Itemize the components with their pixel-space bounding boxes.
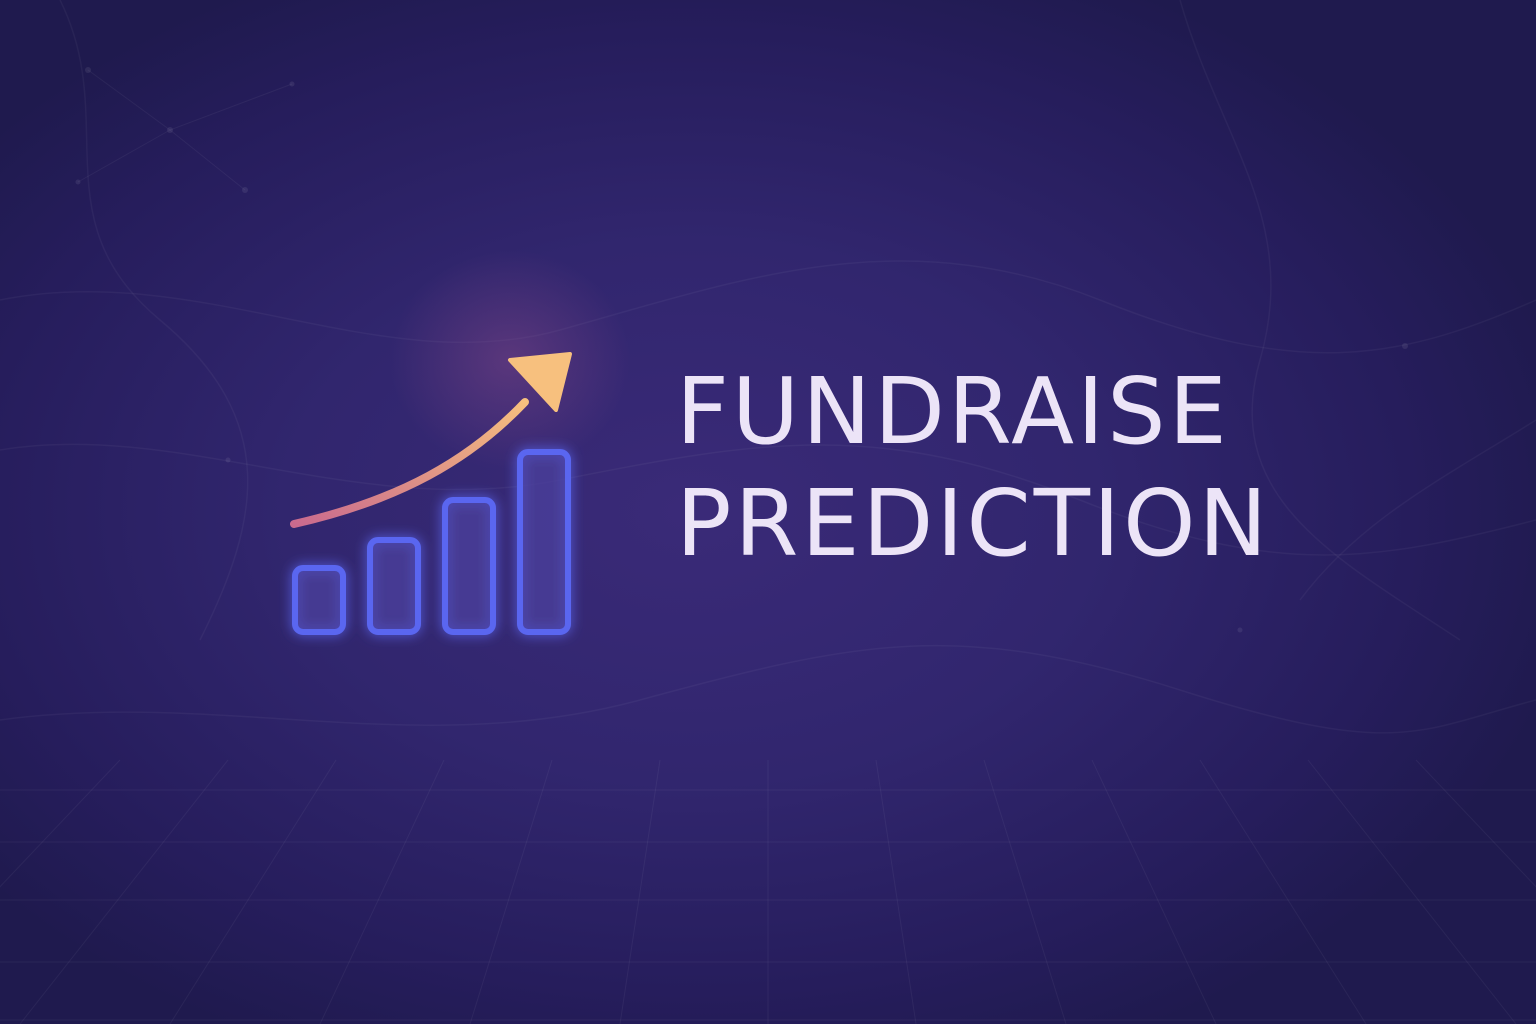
chart-bar-4 (517, 449, 571, 635)
brand-title-line-1: FUNDRAISE (676, 358, 1230, 465)
background-grid (0, 759, 1536, 1024)
growth-arrow-head (508, 352, 572, 412)
background-wave-lines (0, 0, 1536, 733)
rising-bar-chart-icon (290, 352, 572, 635)
chart-bar-2 (367, 537, 421, 635)
growth-arrow-stroke (290, 398, 529, 528)
chart-bar-1 (292, 565, 346, 635)
chart-bar-3 (442, 497, 496, 635)
brand-title: FUNDRAISE PREDICTION (676, 356, 1270, 580)
brand-title-line-2: PREDICTION (676, 470, 1271, 577)
background-constellation-lines (77, 69, 293, 191)
background-dots (75, 67, 1408, 633)
